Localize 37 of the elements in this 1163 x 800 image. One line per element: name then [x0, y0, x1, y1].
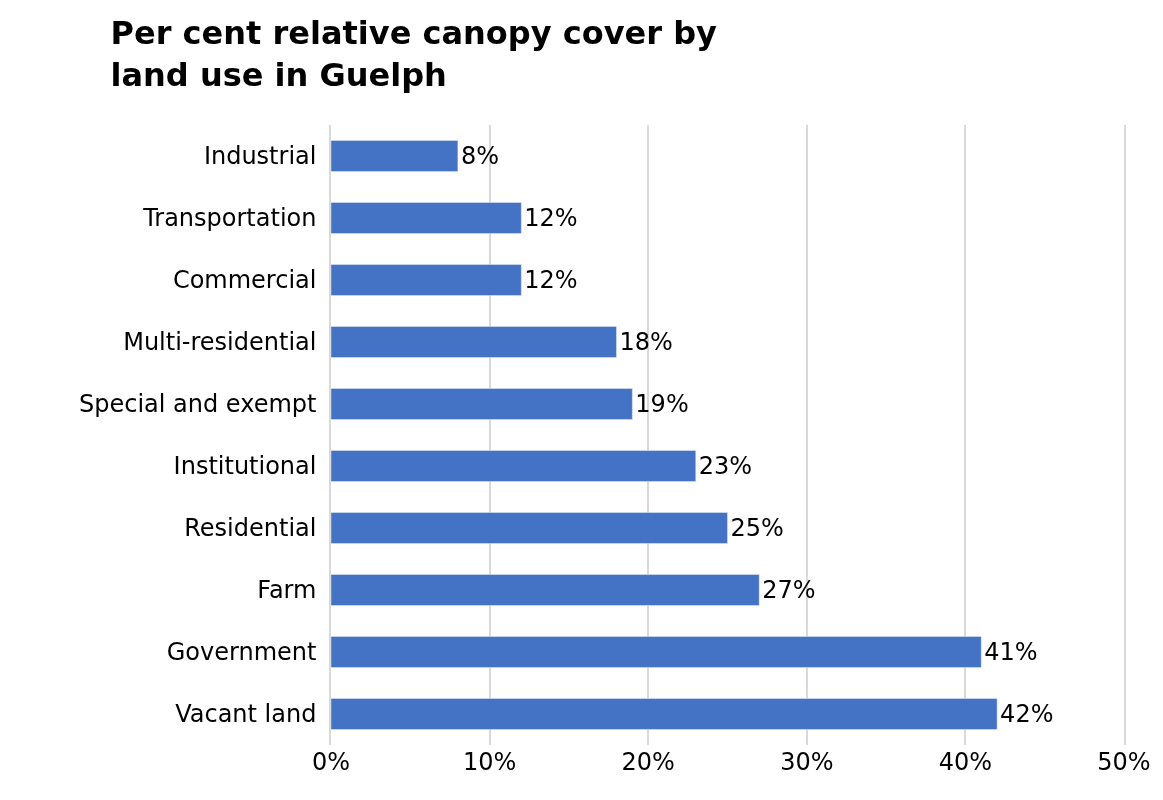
data-label: 12%	[524, 204, 578, 232]
bar	[331, 264, 522, 296]
bar	[331, 512, 728, 544]
x-tick-label: 40%	[938, 748, 993, 776]
y-tick-label: Multi-residential	[123, 328, 317, 357]
data-label: 12%	[524, 266, 578, 294]
data-label: 19%	[635, 390, 689, 418]
y-tick-label: Government	[166, 638, 317, 667]
bar	[331, 698, 998, 730]
data-label: 41%	[984, 638, 1038, 666]
data-label: 23%	[698, 452, 753, 480]
y-tick-label: Institutional	[173, 452, 317, 481]
data-label: 25%	[730, 514, 784, 542]
bar	[331, 636, 982, 668]
y-tick-label: Residential	[184, 514, 317, 543]
data-label: 8%	[460, 142, 499, 170]
x-tick-label: 30%	[780, 748, 834, 776]
data-label: 18%	[619, 328, 673, 356]
bar	[331, 140, 459, 172]
x-tick-label: 50%	[1097, 748, 1151, 776]
y-tick-label: Industrial	[203, 142, 317, 171]
bar	[331, 388, 633, 420]
data-label: 27%	[762, 576, 816, 604]
y-tick-label: Special and exempt	[78, 390, 317, 419]
x-tick-label: 0%	[311, 748, 351, 776]
chart-title: Per cent relative canopy cover by land use in Guelph	[110, 14, 718, 94]
y-tick-label: Farm	[257, 576, 317, 605]
bar	[331, 326, 617, 358]
data-label: 42%	[1000, 700, 1054, 728]
x-tick-label: 20%	[621, 748, 675, 776]
y-tick-label: Vacant land	[175, 700, 317, 729]
y-tick-label: Transportation	[142, 204, 317, 233]
bar	[331, 574, 760, 606]
y-tick-label: Commercial	[172, 266, 317, 295]
bar	[331, 202, 522, 234]
x-tick-label: 10%	[462, 748, 517, 776]
bar	[331, 450, 697, 482]
